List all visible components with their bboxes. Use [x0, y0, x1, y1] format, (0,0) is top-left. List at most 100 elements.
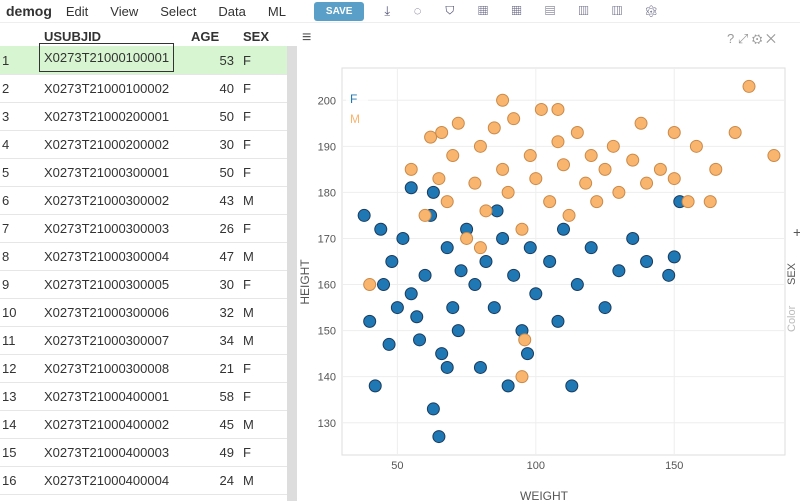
cell: X0273T21000400001 [44, 388, 170, 404]
y-tick-label: 160 [318, 280, 336, 292]
point [440, 195, 454, 209]
point [418, 208, 432, 222]
cell: X0273T21000100001 [38, 43, 175, 72]
point [473, 139, 487, 153]
table-row[interactable]: 16 X0273T21000400004 24 M [0, 466, 287, 495]
table-row[interactable]: 15 X0273T21000400003 49 F [0, 438, 287, 467]
column-header: AGE [191, 28, 220, 44]
cell: F [243, 108, 251, 124]
toolbar-icons[interactable]: ⤓ ◌ ⛉ ▦ ▦ ▤ ▥ ▥ ⚛ [384, 3, 667, 18]
table-row[interactable]: 4 X0273T21000200002 30 F [0, 130, 287, 159]
row-number: 16 [2, 472, 17, 488]
cell: F [243, 136, 251, 152]
cell: F [243, 276, 251, 292]
point [518, 333, 532, 347]
menu-item[interactable]: Edit [65, 3, 89, 19]
table-row[interactable]: 14 X0273T21000400002 45 M [0, 410, 287, 439]
row-number: 1 [2, 52, 10, 68]
point [579, 176, 593, 190]
point [451, 116, 465, 130]
cell: X0273T21000400004 [44, 472, 170, 488]
cell: 47 [219, 248, 234, 264]
point [426, 185, 440, 199]
table-row[interactable]: 11 X0273T21000300007 34 M [0, 326, 287, 355]
point [529, 287, 543, 301]
point [496, 231, 510, 245]
point [496, 93, 510, 107]
table-row[interactable]: 12 X0273T21000300008 21 F [0, 354, 287, 383]
point [689, 139, 703, 153]
point [565, 379, 579, 393]
cell: X0273T21000100002 [44, 80, 170, 96]
color-label[interactable]: Color [786, 305, 798, 332]
point [667, 126, 681, 139]
menu-item[interactable]: View [110, 3, 139, 19]
point [515, 222, 529, 236]
point [667, 250, 681, 264]
cell: X0273T21000200002 [44, 136, 170, 152]
y-tick-label: 190 [318, 141, 336, 153]
y-tick-label: 170 [318, 233, 336, 245]
table-row[interactable]: 3 X0273T21000200001 50 F [0, 102, 287, 131]
x-tick-label: 100 [527, 460, 545, 472]
cell: M [243, 332, 254, 348]
point [396, 231, 410, 245]
add-icon[interactable]: + [793, 224, 800, 240]
save-button[interactable]: SAVE [313, 1, 365, 21]
point [418, 268, 432, 282]
point [424, 130, 438, 144]
header-row: USUBJID AGE SEX [0, 26, 297, 47]
menu-item[interactable]: Select [160, 3, 197, 19]
table-row[interactable]: 1 X0273T21000100001 53 F [0, 43, 287, 75]
cell: X0273T21000200001 [44, 108, 170, 124]
cell: X0273T21000300004 [44, 248, 170, 264]
viewer-icons[interactable]: ? ⤢ ⚙ ✕ [727, 31, 776, 46]
table-row[interactable]: 10 X0273T21000300006 32 M [0, 298, 287, 327]
cell: X0273T21000300006 [44, 304, 170, 320]
y-tick-label: 180 [318, 187, 336, 199]
point [357, 208, 371, 222]
table-row[interactable]: 6 X0273T21000300002 43 M [0, 186, 287, 215]
row-number: 4 [2, 136, 10, 152]
table-row[interactable]: 5 X0273T21000300001 50 F [0, 158, 287, 187]
point [507, 268, 521, 282]
x-tick-label: 150 [665, 460, 683, 472]
point [507, 112, 521, 126]
menu-icon[interactable]: ≡ [302, 29, 311, 46]
cell: F [243, 388, 251, 404]
cell: 50 [219, 108, 234, 124]
row-number: 5 [2, 164, 10, 180]
point [451, 324, 465, 338]
point [634, 116, 648, 130]
y-tick-label: 140 [318, 372, 336, 384]
point [742, 79, 756, 93]
table-row[interactable]: 2 X0273T21000100002 40 F [0, 74, 287, 103]
cell: 49 [219, 444, 234, 460]
color-column[interactable]: SEX [786, 262, 798, 285]
row-number: 6 [2, 192, 10, 208]
menu-item[interactable]: ML [267, 3, 286, 19]
row-number: 11 [2, 332, 16, 348]
point [377, 278, 391, 292]
cell: 24 [219, 472, 234, 488]
table-row[interactable]: 9 X0273T21000300005 30 F [0, 270, 287, 299]
cell: 21 [219, 360, 234, 376]
cell: F [243, 52, 251, 68]
point [363, 314, 377, 328]
point [551, 314, 565, 328]
point [667, 172, 681, 186]
point [709, 162, 723, 176]
cell: F [243, 220, 251, 236]
table-row[interactable]: 13 X0273T21000400001 58 F [0, 382, 287, 411]
menu-item[interactable]: Data [218, 3, 246, 19]
table-row[interactable]: 7 X0273T21000300003 26 F [0, 214, 287, 243]
cell: 45 [219, 416, 234, 432]
point [468, 278, 482, 292]
point [681, 195, 695, 209]
table-row[interactable]: 8 X0273T21000300004 47 M [0, 242, 287, 271]
cell: 26 [219, 220, 234, 236]
row-number: 2 [2, 80, 10, 96]
legend [346, 86, 368, 128]
cell: X0273T21000400002 [44, 416, 170, 432]
point [523, 149, 537, 163]
